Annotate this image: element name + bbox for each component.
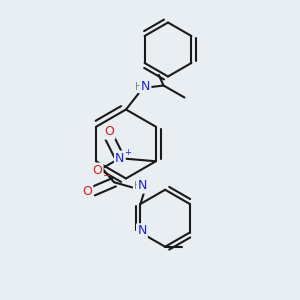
Text: N: N: [115, 152, 124, 165]
Text: H: H: [134, 181, 141, 191]
Text: O: O: [82, 185, 92, 198]
Text: O: O: [92, 164, 102, 177]
Text: −: −: [103, 171, 111, 181]
Text: O: O: [104, 125, 114, 138]
Text: +: +: [124, 148, 131, 157]
Text: N: N: [141, 80, 150, 94]
Text: N: N: [137, 224, 147, 238]
Text: H: H: [135, 82, 142, 92]
Text: N: N: [138, 179, 147, 192]
